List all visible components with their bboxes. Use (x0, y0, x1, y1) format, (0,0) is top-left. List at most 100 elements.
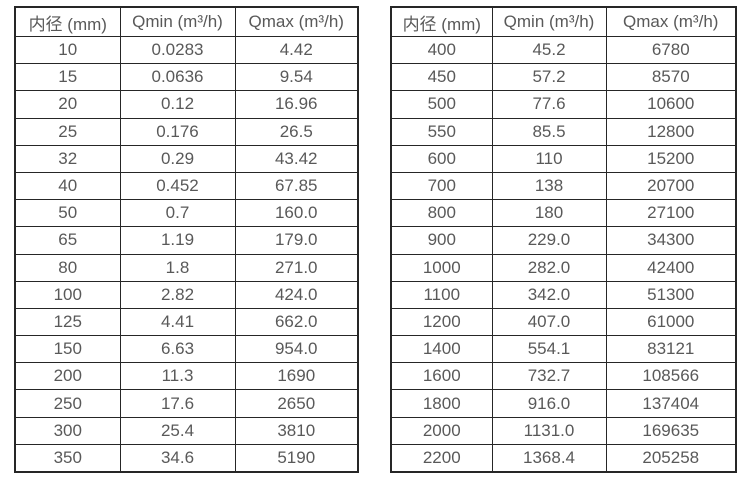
table-cell: 450 (390, 63, 493, 92)
table-cell: 916.0 (491, 389, 607, 418)
table-cell: 662.0 (234, 307, 359, 337)
table-cell: 50 (14, 199, 121, 228)
table-cell: 17.6 (119, 389, 236, 418)
table-row: 200 11.3 1690 (14, 362, 359, 391)
table-cell: 600 (390, 144, 493, 173)
table-cell: 1000 (390, 253, 493, 282)
table-cell: 800 (390, 199, 493, 228)
table-cell: 61000 (605, 307, 737, 337)
table-cell: 0.29 (119, 144, 236, 173)
table-cell: 0.176 (119, 117, 236, 146)
table-cell: 0.452 (119, 171, 236, 201)
table-cell: 271.0 (234, 253, 359, 282)
table-cell: 169635 (605, 416, 737, 445)
table-cell: 16.96 (234, 90, 359, 119)
table-cell: 1131.0 (491, 416, 607, 445)
table-cell: 2000 (390, 416, 493, 445)
table-row: 500 77.6 10600 (390, 90, 737, 119)
table-row: 250 17.6 2650 (14, 389, 359, 418)
table-cell: 282.0 (491, 253, 607, 282)
table-cell: 26.5 (234, 117, 359, 146)
diameter-column-header: 内径 (mm) (14, 6, 121, 37)
table-cell: 1400 (390, 335, 493, 364)
table-cell: 160.0 (234, 199, 359, 228)
table-cell: 57.2 (491, 63, 607, 92)
table-cell: 125 (14, 307, 121, 337)
table-cell: 550 (390, 117, 493, 146)
table-row: 25 0.176 26.5 (14, 117, 359, 146)
table-cell: 10 (14, 35, 121, 65)
table-cell: 3810 (234, 416, 359, 445)
qmin-column-header: Qmin (m³/h) (491, 6, 607, 37)
table-row: 125 4.41 662.0 (14, 307, 359, 337)
table-cell: 554.1 (491, 335, 607, 364)
table-row: 65 1.19 179.0 (14, 226, 359, 255)
table-cell: 80 (14, 253, 121, 282)
spec-table-dn10-350: 内径 (mm) Qmin (m³/h) Qmax (m³/h) 10 0.0283… (14, 6, 359, 473)
header-row: 内径 (mm) Qmin (m³/h) Qmax (m³/h) (390, 6, 737, 37)
table-cell: 42400 (605, 253, 737, 282)
table-row: 32 0.29 43.42 (14, 144, 359, 173)
table-cell: 200 (14, 362, 121, 391)
table-row: 15 0.0636 9.54 (14, 63, 359, 92)
table-row: 100 2.82 424.0 (14, 280, 359, 309)
table-row: 150 6.63 954.0 (14, 335, 359, 364)
table-cell: 34300 (605, 226, 737, 255)
table-cell: 0.12 (119, 90, 236, 119)
table-cell: 350 (14, 443, 121, 473)
table-cell: 4.41 (119, 307, 236, 337)
table-cell: 2.82 (119, 280, 236, 309)
table-cell: 1.8 (119, 253, 236, 282)
table-cell: 10600 (605, 90, 737, 119)
table-row: 450 57.2 8570 (390, 63, 737, 92)
table-cell: 25.4 (119, 416, 236, 445)
table-cell: 179.0 (234, 226, 359, 255)
table-cell: 4.42 (234, 35, 359, 65)
table-cell: 1200 (390, 307, 493, 337)
table-cell: 34.6 (119, 443, 236, 473)
table-cell: 229.0 (491, 226, 607, 255)
table-row: 1200 407.0 61000 (390, 307, 737, 337)
table-cell: 250 (14, 389, 121, 418)
table-row: 1000 282.0 42400 (390, 253, 737, 282)
spec-table-dn400-2200: 内径 (mm) Qmin (m³/h) Qmax (m³/h) 400 45.2 6… (390, 6, 737, 473)
table-cell: 110 (491, 144, 607, 173)
table-cell: 500 (390, 90, 493, 119)
table-cell: 0.7 (119, 199, 236, 228)
table-cell: 424.0 (234, 280, 359, 309)
table-cell: 51300 (605, 280, 737, 309)
table-cell: 2650 (234, 389, 359, 418)
table-row: 2000 1131.0 169635 (390, 416, 737, 445)
table-row: 700 138 20700 (390, 171, 737, 201)
table-cell: 732.7 (491, 362, 607, 391)
table-cell: 67.85 (234, 171, 359, 201)
table-row: 1800 916.0 137404 (390, 389, 737, 418)
table-row: 20 0.12 16.96 (14, 90, 359, 119)
table-cell: 108566 (605, 362, 737, 391)
table-row: 80 1.8 271.0 (14, 253, 359, 282)
table-row: 350 34.6 5190 (14, 443, 359, 473)
table-row: 2200 1368.4 205258 (390, 443, 737, 473)
table-cell: 0.0283 (119, 35, 236, 65)
table-cell: 32 (14, 144, 121, 173)
qmax-column-header: Qmax (m³/h) (234, 6, 359, 37)
table-row: 40 0.452 67.85 (14, 171, 359, 201)
table-row: 50 0.7 160.0 (14, 199, 359, 228)
table-cell: 137404 (605, 389, 737, 418)
qmin-column-header: Qmin (m³/h) (119, 6, 236, 37)
header-row: 内径 (mm) Qmin (m³/h) Qmax (m³/h) (14, 6, 359, 37)
table-cell: 15 (14, 63, 121, 92)
table-cell: 900 (390, 226, 493, 255)
table-cell: 0.0636 (119, 63, 236, 92)
table-cell: 300 (14, 416, 121, 445)
table-cell: 150 (14, 335, 121, 364)
table-cell: 1100 (390, 280, 493, 309)
table-cell: 12800 (605, 117, 737, 146)
table-cell: 6780 (605, 35, 737, 65)
table-cell: 6.63 (119, 335, 236, 364)
table-cell: 85.5 (491, 117, 607, 146)
table-cell: 407.0 (491, 307, 607, 337)
table-cell: 1600 (390, 362, 493, 391)
table-row: 600 110 15200 (390, 144, 737, 173)
table-cell: 65 (14, 226, 121, 255)
